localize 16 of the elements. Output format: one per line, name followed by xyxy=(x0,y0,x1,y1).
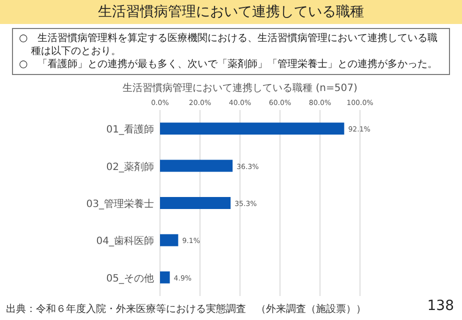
text: ○ 「看護師」との連携が最も多く、次いで「薬剤師」「管理栄養士」との連携が多かった。 xyxy=(19,58,439,71)
bar xyxy=(160,271,170,284)
bar xyxy=(160,197,231,209)
text: ○ 生活習慣病管理料を算定する医療機関における、生活習慣病管理において連携している職種は以下のとおり。 xyxy=(19,32,439,58)
y-tick-label: 04_歯科医師 xyxy=(96,235,154,248)
source-note: 出典：令和６年度入院・外来医療等における実態調査 （外来調査（施設票）） xyxy=(6,302,366,316)
y-tick-label: 05_その他 xyxy=(106,272,154,284)
y-tick-label: 03_管理栄養士 xyxy=(86,198,154,210)
bar xyxy=(160,122,344,135)
chart-title: 生活習慣病管理において連携している職種 xyxy=(0,0,462,24)
text: 138 xyxy=(427,298,454,314)
chart-subtitle: 生活習慣病管理において連携している職種 (n=507) xyxy=(122,82,358,94)
bar xyxy=(160,160,233,172)
bar xyxy=(160,234,178,246)
y-tick-label: 01_看護師 xyxy=(106,124,154,136)
y-tick-label: 02_薬剤師 xyxy=(106,160,154,173)
